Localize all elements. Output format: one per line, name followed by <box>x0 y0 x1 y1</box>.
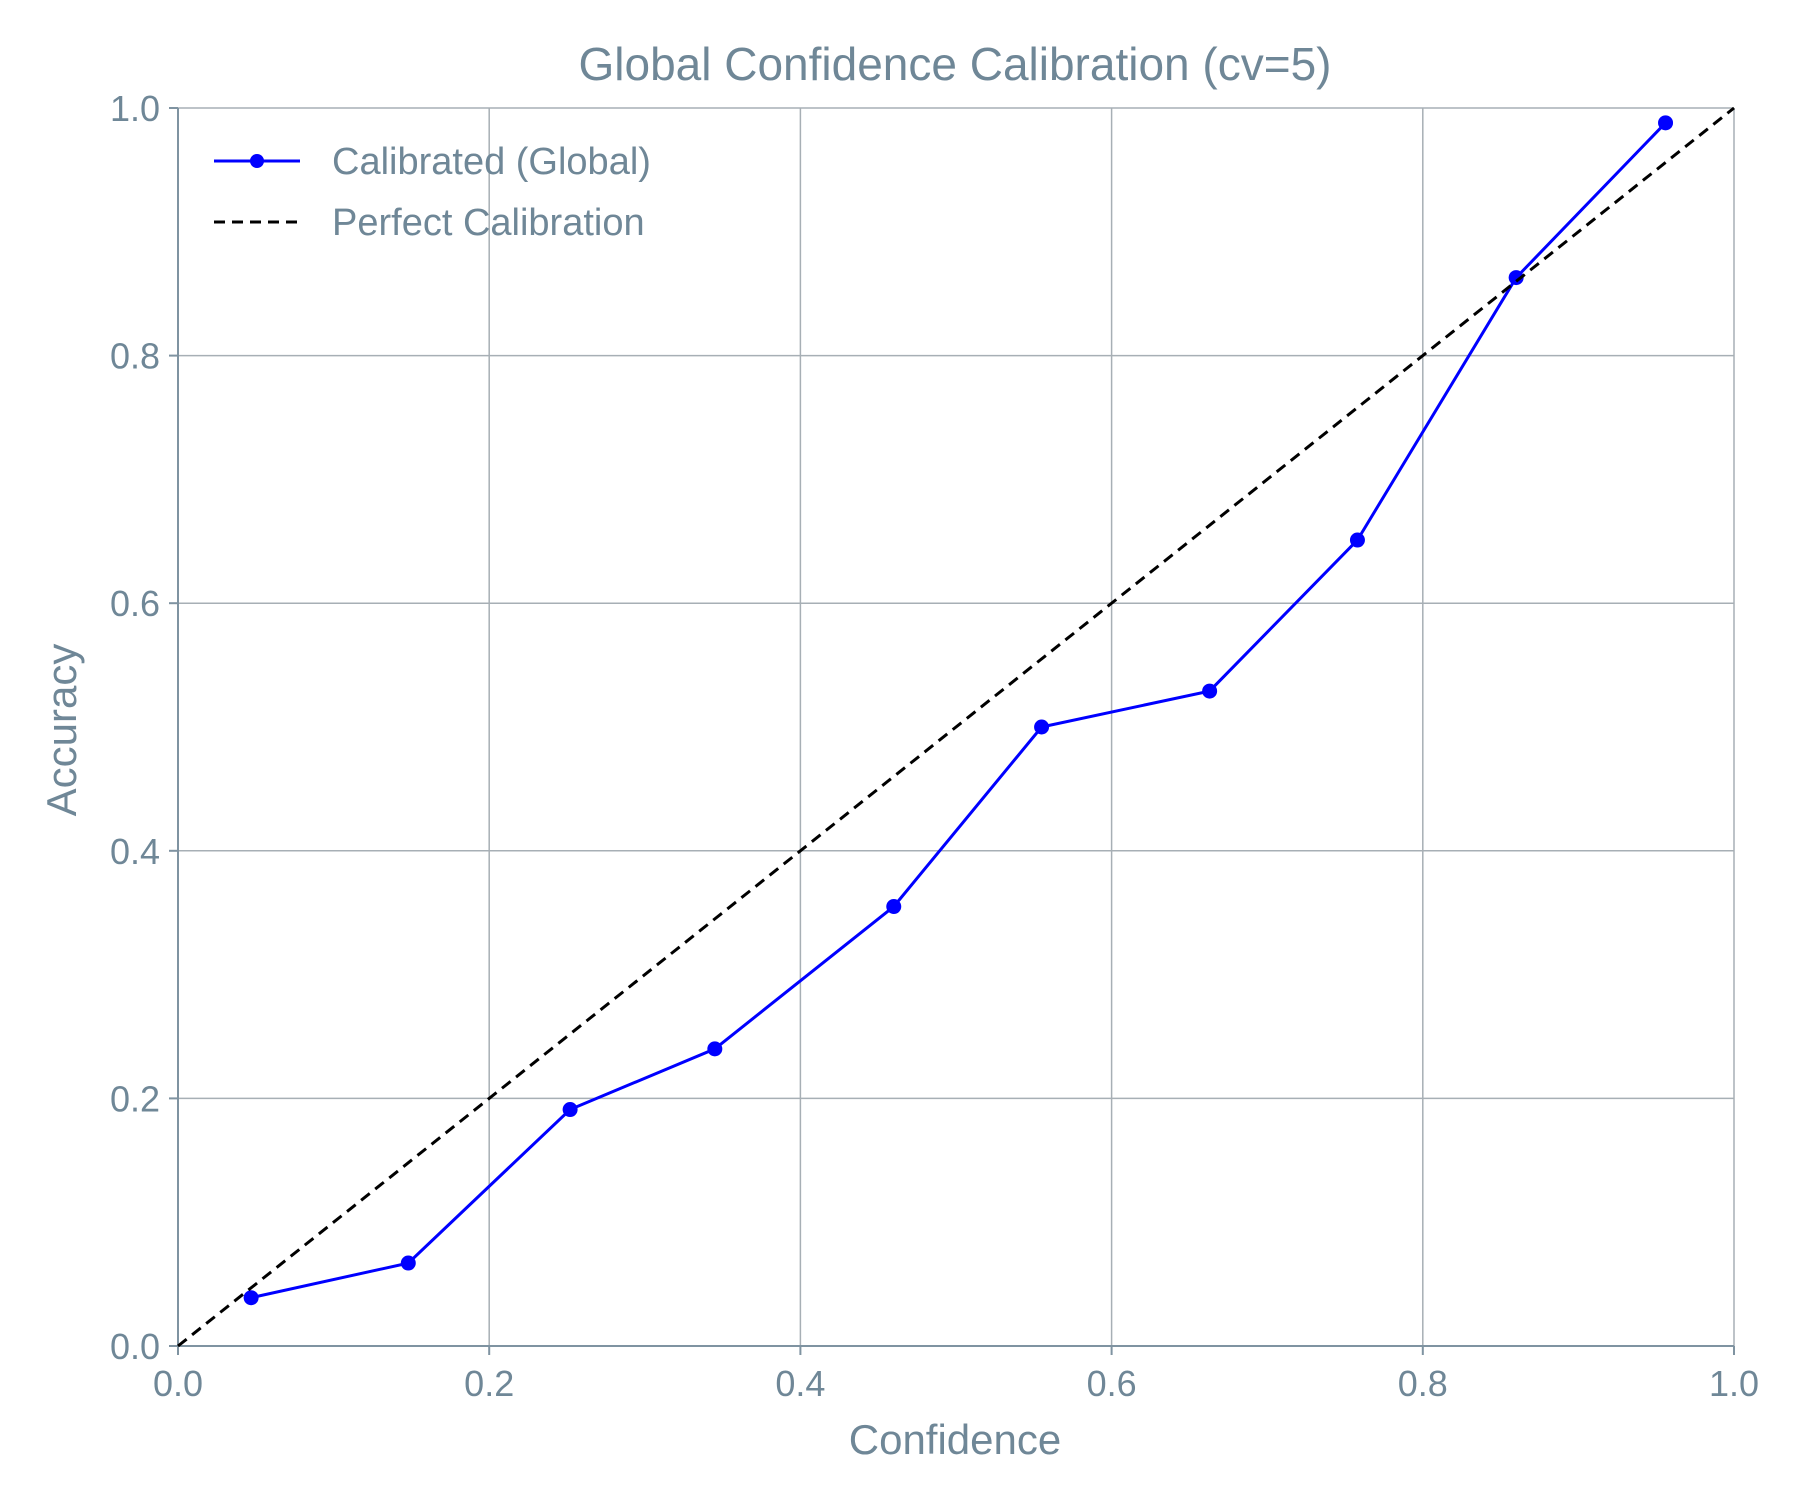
x-tick-label: 0.0 <box>153 1363 203 1404</box>
data-point <box>1349 532 1365 548</box>
x-tick-label: 0.4 <box>775 1363 825 1404</box>
y-tick-label: 0.0 <box>110 1326 160 1367</box>
legend-label-perfect: Perfect Calibration <box>332 202 645 244</box>
y-tick-label: 0.6 <box>110 583 160 624</box>
x-axis-title: Confidence <box>849 1416 1061 1463</box>
data-point <box>1034 719 1050 735</box>
axis-ticks: 0.0 0.2 0.4 0.6 0.8 1.0 0.0 0.2 0.4 0.6 0.8 1.0 <box>110 88 1759 1404</box>
series-line-1 <box>177 106 1735 1348</box>
legend-label-calibrated: Calibrated (Global) <box>332 141 651 183</box>
y-tick-label: 1.0 <box>110 88 160 129</box>
legend-marker-calibrated <box>250 154 264 168</box>
x-tick-label: 0.8 <box>1398 1363 1448 1404</box>
data-point <box>1658 115 1674 131</box>
y-tick-label: 0.2 <box>110 1078 160 1119</box>
data-point <box>562 1102 578 1118</box>
chart-title: Global Confidence Calibration (cv=5) <box>578 38 1331 90</box>
data-point <box>400 1255 416 1271</box>
x-tick-label: 0.6 <box>1087 1363 1137 1404</box>
data-point <box>1508 270 1524 286</box>
legend: Calibrated (Global) Perfect Calibration <box>214 141 651 244</box>
data-point <box>1202 683 1218 699</box>
data-point <box>243 1290 259 1306</box>
data-point <box>886 899 902 915</box>
x-tick-label: 1.0 <box>1709 1363 1759 1404</box>
y-tick-label: 0.4 <box>110 831 160 872</box>
data-point <box>707 1041 723 1057</box>
x-tick-label: 0.2 <box>464 1363 514 1404</box>
y-tick-label: 0.8 <box>110 336 160 377</box>
series-line-0 <box>250 121 1667 1300</box>
y-axis-title: Accuracy <box>38 644 85 817</box>
axes-frame <box>177 108 1734 1347</box>
series-layer <box>177 106 1735 1348</box>
